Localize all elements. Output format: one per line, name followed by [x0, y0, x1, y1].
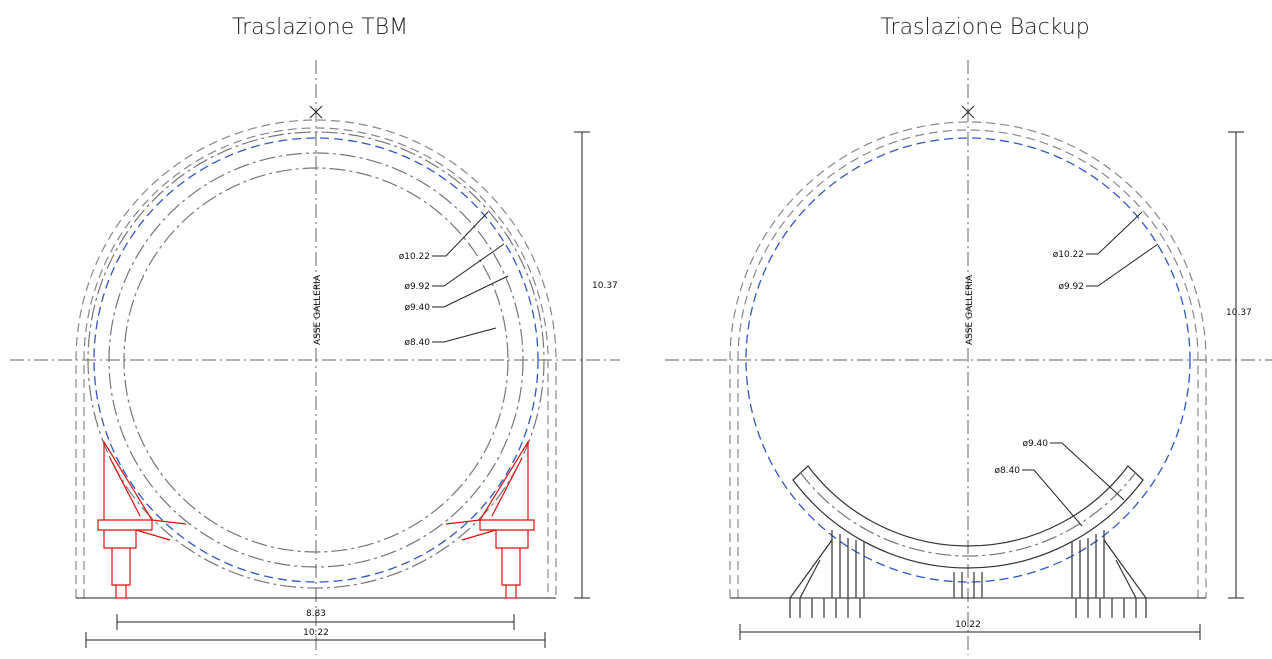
- leader: [432, 276, 508, 307]
- support-left: [98, 442, 186, 598]
- dimension-label: 10.37: [592, 281, 618, 291]
- diameter-label: ø9.92: [1058, 282, 1084, 292]
- diameter-label: ø8.40: [994, 466, 1020, 476]
- leader: [432, 328, 496, 342]
- axis-label: ASSE GALLERIA: [313, 274, 323, 345]
- axis-label: ASSE GALLERIA: [965, 274, 975, 345]
- leader: [1086, 244, 1158, 286]
- drawing: Traslazione TBM ASSE GALLERIA ø10.22 ø9.…: [0, 0, 1272, 659]
- diameter-label: ø10.22: [1053, 250, 1084, 260]
- diameter-label: ø9.92: [404, 282, 430, 292]
- dimension-label: 10.22: [303, 628, 329, 638]
- panel-tbm: Traslazione TBM ASSE GALLERIA ø10.22 ø9.…: [10, 15, 620, 655]
- dimension-label: 8.83: [306, 609, 326, 619]
- leader: [1086, 212, 1142, 254]
- panel-title: Traslazione TBM: [232, 15, 408, 40]
- diameter-label: ø9.40: [404, 303, 430, 313]
- leader: [1022, 470, 1082, 526]
- diameter-label: ø10.22: [399, 252, 430, 262]
- panel-title: Traslazione Backup: [880, 15, 1089, 40]
- leader: [1050, 443, 1124, 500]
- dimension-label: 10.37: [1226, 308, 1252, 318]
- dimension-label: 10.22: [955, 620, 981, 630]
- panel-backup: Traslazione Backup ASSE GALLERIA ø10.22 …: [665, 15, 1272, 655]
- leader: [432, 244, 504, 286]
- diameter-label: ø9.40: [1022, 439, 1048, 449]
- support-right: [446, 442, 534, 598]
- diameter-label: ø8.40: [404, 338, 430, 348]
